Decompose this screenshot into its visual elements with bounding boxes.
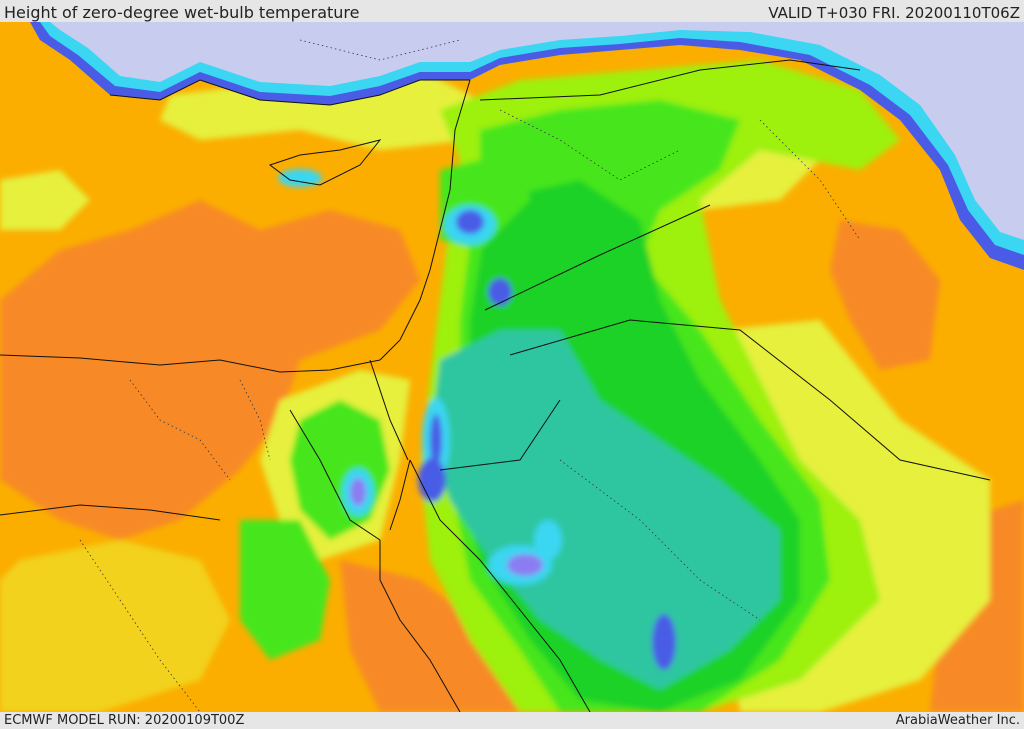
black-sea-low-zone [50,22,1024,240]
cyprus-cold-spot [278,169,322,187]
red-sea-east-coast [409,459,591,712]
egypt-north-coast [0,354,381,373]
map-title: Height of zero-degree wet-bulb temperatu… [4,3,360,22]
arabia-teal-zone [430,330,780,690]
north-africa-yellow-patch [0,170,90,230]
turkey-south-coast [109,79,470,106]
jordan-saudi-border [484,204,711,311]
saudi-province-lines [559,459,761,621]
cyprus-outline [268,139,382,186]
valid-time-label: VALID T+030 FRI. 20200110T06Z [768,4,1020,22]
model-run-label: ECMWF MODEL RUN: 20200109T00Z [4,713,245,728]
sinai-high-spot [350,478,366,506]
levant-coastline [379,79,471,361]
red-sea-west-coast [379,540,461,712]
egypt-dark-orange-zone [0,200,420,540]
hejaz-high-spot [507,554,543,576]
egypt-israel-border [369,359,409,461]
iraq-province-lines [759,119,861,241]
libya-yellow-patch [0,540,230,712]
lebanon-high-spot [456,210,484,234]
egypt-green-patch [240,520,330,660]
egypt-governorate-lines [129,379,231,481]
jordan-high-spot [430,414,442,466]
tabuk-cold-spot [418,458,446,502]
map-footer: ECMWF MODEL RUN: 20200109T00Z ArabiaWeat… [0,712,1024,729]
turkey-province-lines [299,39,461,61]
jordan-east-border [439,399,561,471]
map-canvas [0,22,1024,712]
iraq-saudi-border [509,319,991,481]
map-header: Height of zero-degree wet-bulb temperatu… [0,0,1024,22]
golan-cold-spot [488,278,512,306]
gulf-of-aqaba-coast [389,459,411,531]
central-cyan-spot [534,520,562,560]
egypt-governorate-lines-2 [239,379,271,461]
egypt-sudan-border [0,504,221,521]
syria-iraq-border [479,59,861,101]
iraq-dark-orange-zone [830,220,940,370]
asir-cold-spot [652,614,676,670]
credit-label: ArabiaWeather Inc. [895,713,1020,728]
weather-map[interactable] [0,22,1024,712]
gulf-of-suez-coast [289,409,381,541]
sudan-lines [79,539,201,712]
